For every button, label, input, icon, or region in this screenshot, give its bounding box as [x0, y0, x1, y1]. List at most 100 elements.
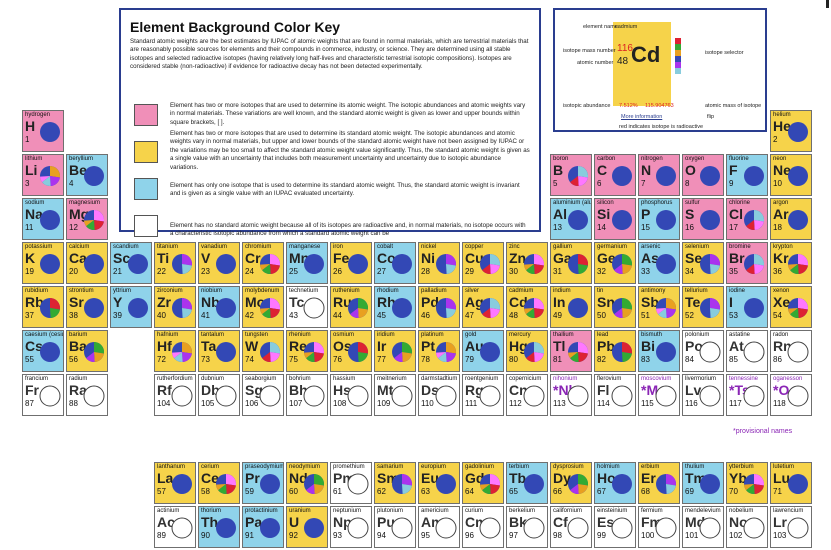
isotope-pie-icon[interactable] — [743, 253, 765, 275]
element-cell-dysprosium[interactable]: dysprosium Dy 66 — [550, 462, 592, 504]
element-cell-nihonium[interactable]: nihonium *Nh 113 — [550, 374, 592, 416]
element-cell-bromine[interactable]: bromine Br 35 — [726, 242, 768, 284]
isotope-pie-icon[interactable] — [743, 385, 765, 407]
isotope-pie-icon[interactable] — [215, 517, 237, 539]
isotope-pie-icon[interactable] — [347, 297, 369, 319]
isotope-pie-icon[interactable] — [787, 473, 809, 495]
element-cell-cobalt[interactable]: cobalt Co 27 — [374, 242, 416, 284]
isotope-pie-icon[interactable] — [787, 385, 809, 407]
element-cell-lithium[interactable]: lithium Li 3 — [22, 154, 64, 196]
element-cell-radon[interactable]: radon Rn 86 — [770, 330, 812, 372]
element-cell-nickel[interactable]: nickel Ni 28 — [418, 242, 460, 284]
element-cell-astatine[interactable]: astatine At 85 — [726, 330, 768, 372]
element-cell-meitnerium[interactable]: meitnerium Mt 109 — [374, 374, 416, 416]
element-cell-europium[interactable]: europium Eu 63 — [418, 462, 460, 504]
flip-label[interactable]: flip — [707, 114, 715, 120]
isotope-pie-icon[interactable] — [567, 297, 589, 319]
element-cell-copernicium[interactable]: copernicium Cn 112 — [506, 374, 548, 416]
element-cell-vanadium[interactable]: vanadium V 23 — [198, 242, 240, 284]
element-cell-xenon[interactable]: xenon Xe 54 — [770, 286, 812, 328]
isotope-pie-icon[interactable] — [259, 385, 281, 407]
isotope-pie-icon[interactable] — [39, 165, 61, 187]
isotope-pie-icon[interactable] — [39, 121, 61, 143]
isotope-pie-icon[interactable] — [259, 341, 281, 363]
isotope-pie-icon[interactable] — [655, 385, 677, 407]
isotope-pie-icon[interactable] — [567, 209, 589, 231]
element-cell-fluorine[interactable]: fluorine F 9 — [726, 154, 768, 196]
element-cell-hydrogen[interactable]: hydrogen H 1 — [22, 110, 64, 152]
element-cell-selenium[interactable]: selenium Se 34 — [682, 242, 724, 284]
isotope-pie-icon[interactable] — [743, 297, 765, 319]
element-cell-cerium[interactable]: cerium Ce 58 — [198, 462, 240, 504]
element-cell-uranium[interactable]: uranium U 92 — [286, 506, 328, 548]
element-cell-rhodium[interactable]: rhodium Rh 45 — [374, 286, 416, 328]
element-cell-argon[interactable]: argon Ar 18 — [770, 198, 812, 240]
element-cell-praseodymium[interactable]: praseodymium Pr 59 — [242, 462, 284, 504]
element-cell-lawrencium[interactable]: lawrencium Lr 103 — [770, 506, 812, 548]
isotope-pie-icon[interactable] — [83, 385, 105, 407]
isotope-pie-icon[interactable] — [83, 341, 105, 363]
isotope-pie-icon[interactable] — [699, 341, 721, 363]
isotope-pie-icon[interactable] — [611, 517, 633, 539]
isotope-pie-icon[interactable] — [611, 473, 633, 495]
isotope-pie-icon[interactable] — [743, 517, 765, 539]
isotope-pie-icon[interactable] — [523, 297, 545, 319]
isotope-pie-icon[interactable] — [39, 341, 61, 363]
element-cell-zirconium[interactable]: zirconium Zr 40 — [154, 286, 196, 328]
isotope-pie-icon[interactable] — [743, 165, 765, 187]
isotope-pie-icon[interactable] — [303, 473, 325, 495]
element-cell-manganese[interactable]: manganese Mn 25 — [286, 242, 328, 284]
isotope-pie-icon[interactable] — [215, 341, 237, 363]
isotope-pie-icon[interactable] — [787, 165, 809, 187]
element-cell-bohrium[interactable]: bohrium Bh 107 — [286, 374, 328, 416]
isotope-pie-icon[interactable] — [303, 517, 325, 539]
element-cell-potassium[interactable]: potassium K 19 — [22, 242, 64, 284]
element-cell-strontium[interactable]: strontium Sr 38 — [66, 286, 108, 328]
element-cell-lutetium[interactable]: lutetium Lu 71 — [770, 462, 812, 504]
isotope-pie-icon[interactable] — [347, 253, 369, 275]
element-cell-chlorine[interactable]: chlorine Cl 17 — [726, 198, 768, 240]
element-cell-silicon[interactable]: silicon Si 14 — [594, 198, 636, 240]
isotope-pie-icon[interactable] — [259, 297, 281, 319]
isotope-pie-icon[interactable] — [435, 517, 457, 539]
element-cell-curium[interactable]: curium Cm 96 — [462, 506, 504, 548]
isotope-pie-icon[interactable] — [303, 341, 325, 363]
element-cell-lanthanum[interactable]: lanthanum La 57 — [154, 462, 196, 504]
isotope-pie-icon[interactable] — [611, 253, 633, 275]
isotope-pie-icon[interactable] — [479, 253, 501, 275]
element-cell-livermorium[interactable]: livermorium Lv 116 — [682, 374, 724, 416]
isotope-pie-icon[interactable] — [391, 297, 413, 319]
isotope-pie-icon[interactable] — [655, 517, 677, 539]
isotope-pie-icon[interactable] — [347, 341, 369, 363]
isotope-pie-icon[interactable] — [215, 253, 237, 275]
isotope-pie-icon[interactable] — [699, 517, 721, 539]
element-cell-nobelium[interactable]: nobelium No 102 — [726, 506, 768, 548]
element-cell-bismuth[interactable]: bismuth Bi 83 — [638, 330, 680, 372]
element-cell-tin[interactable]: tin Sn 50 — [594, 286, 636, 328]
element-cell-phosphorus[interactable]: phosphorus P 15 — [638, 198, 680, 240]
element-cell-tennessine[interactable]: tennessine *Ts 117 — [726, 374, 768, 416]
element-cell-mercury[interactable]: mercury Hg 80 — [506, 330, 548, 372]
isotope-pie-icon[interactable] — [83, 165, 105, 187]
isotope-pie-icon[interactable] — [743, 209, 765, 231]
element-cell-hafnium[interactable]: hafnium Hf 72 — [154, 330, 196, 372]
element-cell-holmium[interactable]: holmium Ho 67 — [594, 462, 636, 504]
isotope-pie-icon[interactable] — [39, 297, 61, 319]
element-cell-technetium[interactable]: technetium Tc 43 — [286, 286, 328, 328]
isotope-pie-icon[interactable] — [655, 253, 677, 275]
element-cell-protactinium[interactable]: protactinium Pa 91 — [242, 506, 284, 548]
element-cell-nitrogen[interactable]: nitrogen N 7 — [638, 154, 680, 196]
isotope-pie-icon[interactable] — [127, 297, 149, 319]
isotope-pie-icon[interactable] — [787, 253, 809, 275]
element-cell-osmium[interactable]: osmium Os 76 — [330, 330, 372, 372]
element-cell-sodium[interactable]: sodium Na 11 — [22, 198, 64, 240]
element-cell-rubidium[interactable]: rubidium Rb 37 — [22, 286, 64, 328]
element-cell-germanium[interactable]: germanium Ge 32 — [594, 242, 636, 284]
element-cell-berkelium[interactable]: berkelium Bk 97 — [506, 506, 548, 548]
isotope-pie-icon[interactable] — [567, 473, 589, 495]
isotope-pie-icon[interactable] — [567, 165, 589, 187]
isotope-pie-icon[interactable] — [171, 517, 193, 539]
element-cell-ytterbium[interactable]: ytterbium Yb 70 — [726, 462, 768, 504]
